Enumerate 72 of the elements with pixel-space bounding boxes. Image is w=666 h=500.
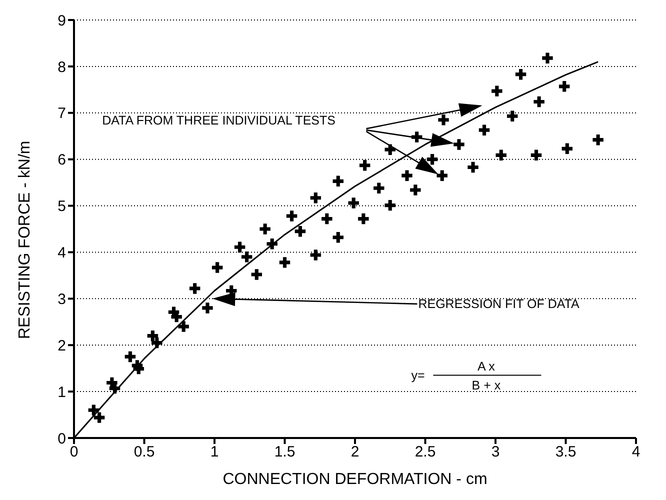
point [234, 242, 246, 252]
point [436, 170, 448, 181]
y-tick-label: 8 [58, 58, 66, 76]
point [562, 143, 573, 154]
point [202, 302, 213, 314]
point [592, 134, 604, 146]
point [266, 238, 278, 250]
point [515, 68, 526, 80]
point [124, 351, 136, 362]
point [348, 198, 359, 208]
y-tick-label: 6 [58, 152, 66, 169]
annotation: A x [478, 359, 496, 374]
annotation: DATA FROM THREE INDIVIDUAL TESTS [102, 114, 336, 128]
point [133, 363, 144, 374]
point [322, 213, 332, 224]
point [492, 86, 502, 96]
point [286, 210, 298, 222]
point [358, 213, 369, 224]
y-axis-title: RESISTING FORCE - kN/m [16, 140, 34, 339]
point [402, 170, 412, 181]
point [438, 114, 449, 126]
point [212, 262, 223, 273]
y-tick-label: 4 [58, 244, 66, 262]
x-tick-label: 3.5 [555, 444, 576, 461]
point [310, 250, 322, 260]
point [310, 192, 322, 204]
y-tick-label: 2 [58, 337, 66, 354]
point [384, 200, 396, 211]
point [478, 124, 490, 136]
point [454, 139, 464, 150]
x-tick-label: 0 [70, 444, 78, 461]
x-tick-label: 4 [632, 444, 640, 461]
point [279, 257, 290, 268]
point [147, 330, 158, 342]
x-tick-label: 2 [350, 444, 360, 461]
y-tick-label: 7 [58, 105, 66, 122]
annotation: REGRESSION FIT OF DATA [418, 296, 580, 311]
y-tick-label: 1 [58, 384, 66, 401]
point [468, 162, 478, 173]
point [178, 321, 189, 332]
y-tick-label: 5 [58, 198, 66, 216]
point [410, 184, 421, 196]
x-axis-title: CONNECTION DEFORMATION - cm [222, 471, 488, 488]
x-tick-label: 0.5 [134, 444, 155, 461]
point [534, 96, 544, 108]
point [189, 283, 200, 294]
x-tick-label: 3 [491, 444, 500, 461]
x-tick-label: 2.5 [414, 444, 436, 461]
point [94, 412, 105, 423]
point [506, 110, 518, 122]
point [260, 224, 270, 234]
y-tick-label: 9 [58, 12, 66, 30]
point [332, 232, 344, 243]
point [294, 226, 306, 237]
point [359, 160, 370, 171]
point [496, 150, 506, 161]
annotation: y= [411, 368, 425, 382]
x-tick-label: 1.5 [274, 444, 296, 461]
annotation: B + x [472, 378, 502, 392]
point [152, 337, 162, 348]
point [251, 269, 262, 280]
point [426, 154, 438, 165]
point [88, 404, 100, 416]
y-tick-label: 3 [58, 290, 66, 308]
point [332, 176, 344, 187]
point [374, 182, 384, 194]
point [241, 252, 252, 262]
x-tick-label: 1 [210, 444, 219, 461]
y-tick-label: 0 [58, 430, 66, 448]
point [530, 150, 542, 161]
point [558, 81, 570, 92]
point [542, 52, 553, 64]
